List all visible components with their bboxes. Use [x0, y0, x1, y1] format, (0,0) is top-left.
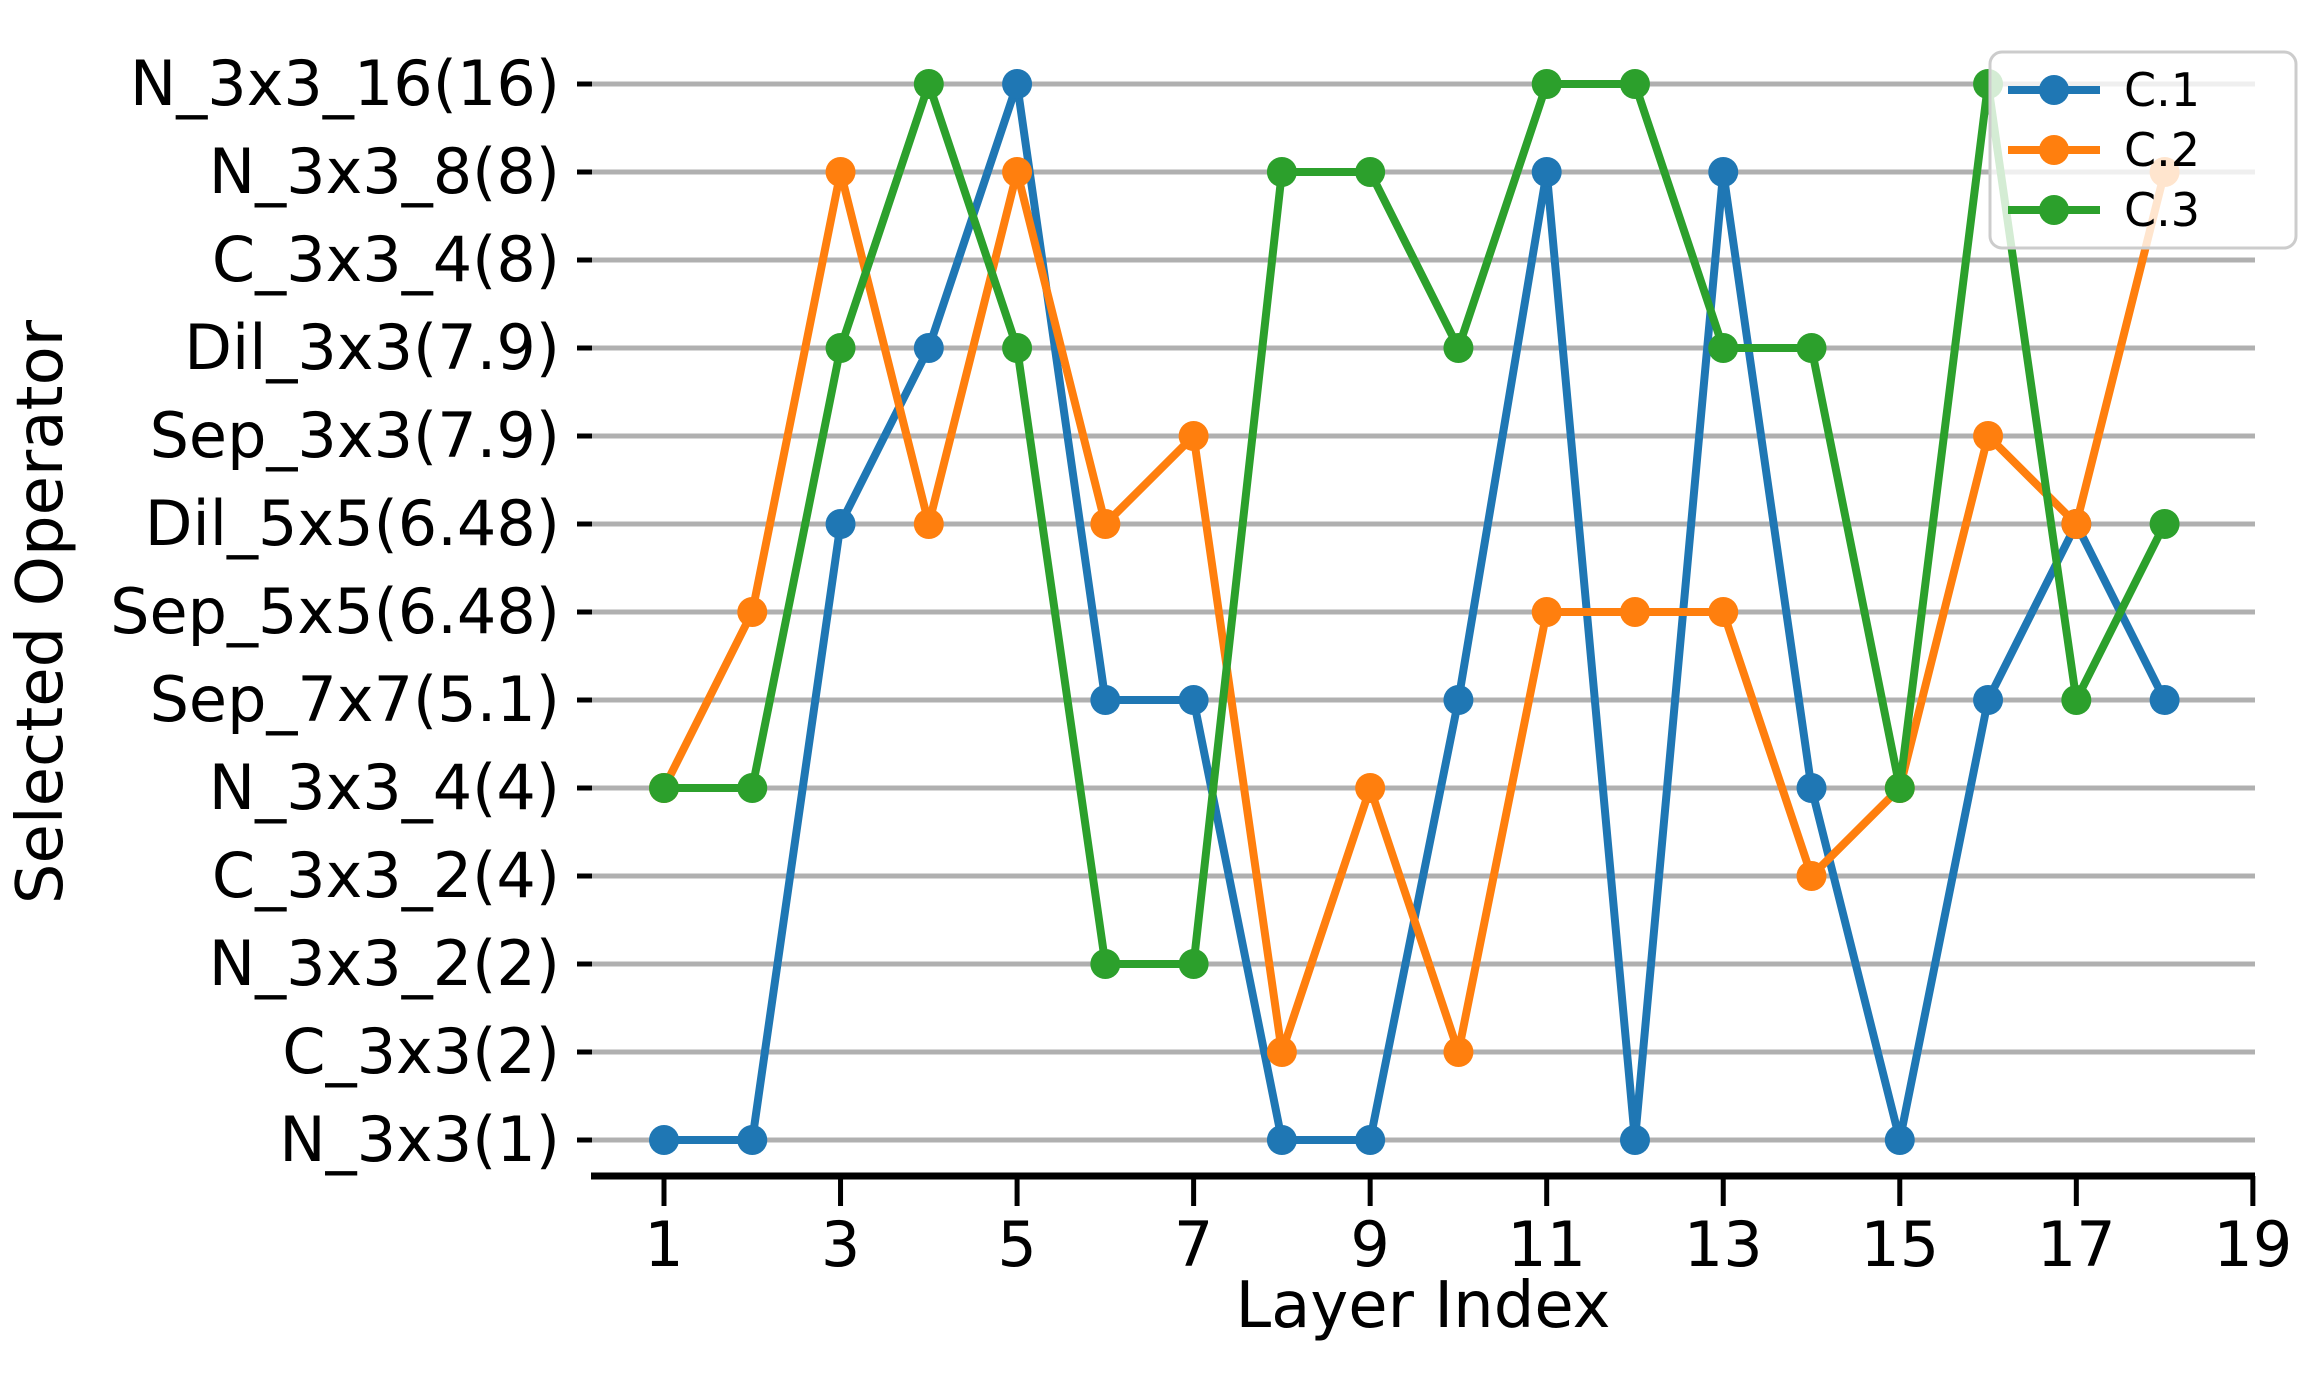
- data-point-C.1: [1973, 685, 2004, 715]
- y-tick-label: N_3x3_2(2): [209, 927, 560, 1000]
- data-point-C.1: [825, 509, 856, 539]
- data-point-C.2: [1355, 773, 1386, 803]
- data-point-C.2: [913, 509, 944, 539]
- legend-box: [1988, 50, 2298, 250]
- data-point-C.2: [2061, 509, 2092, 539]
- y-tick-label: N_3x3_16(16): [130, 47, 560, 120]
- data-point-C.3: [1884, 773, 1915, 803]
- x-tick-label: 3: [821, 1208, 860, 1281]
- legend-marker-C.3: [2039, 195, 2069, 225]
- data-point-C.3: [649, 773, 679, 803]
- y-tick-label: Dil_5x5(6.48): [145, 487, 560, 560]
- y-tick-label: C_3x3(2): [282, 1015, 560, 1088]
- data-point-C.2: [1619, 597, 1650, 627]
- data-point-C.1: [1884, 1125, 1915, 1155]
- x-tick-label: 7: [1174, 1208, 1213, 1281]
- data-point-C.2: [1266, 1037, 1297, 1067]
- x-tick-label: 11: [1507, 1208, 1586, 1281]
- legend-marker-C.1: [2039, 75, 2069, 105]
- series-line-C.2: [660, 168, 2169, 1056]
- data-point-C.3: [2061, 685, 2092, 715]
- data-point-C.3: [1708, 333, 1739, 363]
- x-tick-label: 9: [1350, 1208, 1389, 1281]
- legend-marker-C.2: [2039, 135, 2069, 165]
- y-tick-label: Sep_7x7(5.1): [150, 663, 560, 736]
- data-point-C.1: [1178, 685, 1209, 715]
- data-point-C.3: [1443, 333, 1474, 363]
- x-tick-label: 13: [1684, 1208, 1763, 1281]
- data-point-C.2: [1002, 157, 1033, 187]
- data-point-C.2: [1796, 861, 1827, 891]
- data-point-C.1: [1531, 157, 1562, 187]
- data-point-C.3: [1090, 949, 1121, 979]
- x-axis: 1 3 5 7 9 11 13 15 17 19: [591, 1172, 2292, 1281]
- legend-label-C.1: C.1: [2124, 63, 2200, 117]
- data-series: [649, 69, 2180, 1155]
- data-point-C.2: [1443, 1037, 1474, 1067]
- y-tick-label: N_3x3(1): [279, 1103, 560, 1176]
- x-tick-label: 19: [2213, 1208, 2292, 1281]
- y-tick-label: C_3x3_4(8): [212, 223, 560, 296]
- legend-label-C.2: C.2: [2124, 123, 2200, 177]
- y-tick-label: C_3x3_2(4): [212, 839, 560, 912]
- data-point-C.1: [1266, 1125, 1297, 1155]
- data-point-C.3: [1266, 157, 1297, 187]
- y-axis: N_3x3(1) C_3x3(2) N_3x3_2(2) C_3x3_2(4) N_3x…: [110, 47, 592, 1176]
- y-tick-label: N_3x3_8(8): [209, 135, 560, 208]
- data-point-C.3: [1619, 69, 1650, 99]
- data-point-C.3: [913, 69, 944, 99]
- x-tick-label: 17: [2037, 1208, 2116, 1281]
- data-point-C.3: [2149, 509, 2180, 539]
- y-tick-label: N_3x3_4(4): [209, 751, 560, 824]
- data-point-C.1: [2149, 685, 2180, 715]
- data-point-C.2: [1531, 597, 1562, 627]
- legend-label-C.3: C.3: [2124, 183, 2200, 237]
- x-tick-label: 15: [1860, 1208, 1939, 1281]
- data-point-C.1: [1355, 1125, 1386, 1155]
- data-point-C.2: [1708, 597, 1739, 627]
- data-point-C.1: [1708, 157, 1739, 187]
- data-point-C.1: [913, 333, 944, 363]
- data-point-C.3: [1002, 333, 1033, 363]
- data-point-C.3: [1796, 333, 1827, 363]
- legend: C.1 C.2 C.3: [1988, 50, 2298, 250]
- data-point-C.2: [1090, 509, 1121, 539]
- x-axis-title: Layer Index: [1236, 1269, 1611, 1343]
- data-point-C.1: [1002, 69, 1033, 99]
- data-point-C.2: [737, 597, 768, 627]
- data-point-C.2: [1178, 421, 1209, 451]
- y-tick-label: Sep_5x5(6.48): [110, 575, 560, 648]
- data-point-C.2: [1973, 421, 2004, 451]
- data-point-C.1: [649, 1125, 679, 1155]
- data-point-C.1: [737, 1125, 768, 1155]
- data-point-C.3: [1531, 69, 1562, 99]
- data-point-C.1: [1090, 685, 1121, 715]
- y-axis-title: Selected Operator: [4, 319, 78, 904]
- data-point-C.3: [1178, 949, 1209, 979]
- y-tick-label: Dil_3x3(7.9): [184, 311, 560, 384]
- series-line-C.3: [664, 80, 2169, 968]
- x-tick-label: 5: [997, 1208, 1036, 1281]
- data-point-C.1: [1619, 1125, 1650, 1155]
- y-tick-label: Sep_3x3(7.9): [150, 399, 560, 472]
- data-point-C.2: [825, 157, 856, 187]
- data-point-C.1: [1443, 685, 1474, 715]
- data-point-C.3: [1355, 157, 1386, 187]
- x-tick-label: 1: [644, 1208, 683, 1281]
- data-point-C.3: [825, 333, 856, 363]
- data-point-C.3: [737, 773, 768, 803]
- data-point-C.1: [1796, 773, 1827, 803]
